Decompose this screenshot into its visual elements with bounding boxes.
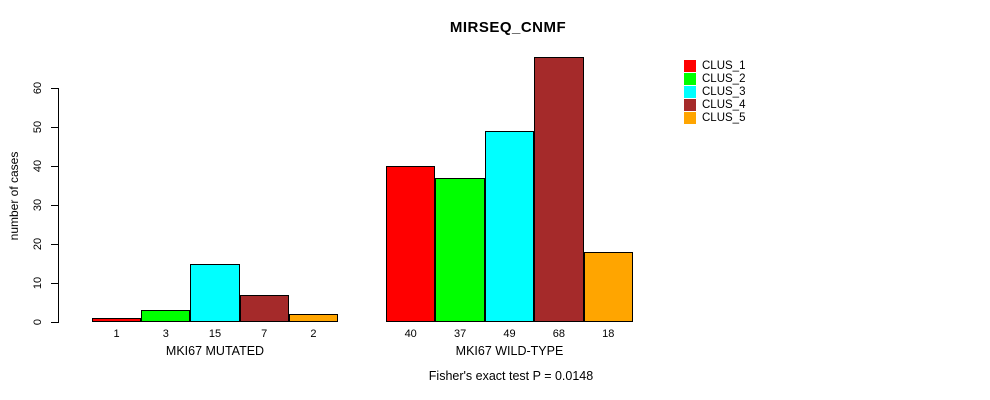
y-axis-tick [51,283,58,284]
bar-value-label: 7 [261,328,268,340]
legend-swatch-clus-5 [684,112,696,125]
bar-clus_2-group1 [141,310,191,322]
bar-clus_5-group1 [288,314,338,322]
legend-item-clus-4: CLUS_4 [684,99,745,112]
y-axis-tick [51,205,58,206]
legend-label-clus-2: CLUS_2 [702,72,746,85]
x-group-label-mutated: MKI67 MUTATED [165,344,265,358]
bar-value-label: 3 [162,328,169,340]
legend-item-clus-1: CLUS_1 [684,59,745,72]
y-axis-tick [51,322,58,323]
bar-value-label: 40 [404,328,417,340]
legend: CLUS_1 CLUS_2 CLUS_3 CLUS_4 CLUS_5 [684,59,745,125]
legend-label-clus-4: CLUS_4 [702,99,746,112]
legend-swatch-clus-4 [684,99,696,112]
y-axis-tick-label: 50 [32,120,44,134]
y-axis-line [58,88,59,323]
legend-label-clus-5: CLUS_5 [702,112,746,125]
bar-clus_3-group1 [190,263,240,322]
bar-value-label: 1 [113,328,120,340]
bar-value-label: 49 [503,328,516,340]
bar-clus_3-group2 [484,130,535,322]
y-axis-label: number of cases [7,151,21,241]
legend-label-clus-3: CLUS_3 [702,85,746,98]
bar-value-label: 68 [552,328,565,340]
bar-clus_4-group2 [534,56,584,322]
x-group-label-wild-type: MKI67 WILD-TYPE [455,344,564,358]
legend-label-clus-1: CLUS_1 [702,59,746,72]
y-axis-tick-label: 20 [32,237,44,251]
y-axis-tick [51,166,58,167]
bar-clus_4-group1 [239,294,289,322]
y-axis-tick-label: 60 [32,81,44,95]
bar-clus_5-group2 [583,251,633,322]
bar-value-label: 2 [310,328,317,340]
y-axis-tick [51,244,58,245]
bar-value-label: 15 [208,328,222,340]
legend-swatch-clus-1 [684,59,696,72]
bar-clus_1-group1 [92,318,142,322]
legend-item-clus-2: CLUS_2 [684,72,745,85]
y-axis-tick [51,88,58,89]
y-axis-tick-label: 10 [32,276,44,290]
chart-title: MIRSEQ_CNMF [449,19,567,36]
fisher-test-caption: Fisher's exact test P = 0.0148 [428,369,594,383]
legend-swatch-clus-3 [684,85,696,98]
bar-value-label: 37 [453,328,467,340]
legend-item-clus-5: CLUS_5 [684,112,745,125]
y-axis-tick [51,127,58,128]
y-axis-tick-label: 0 [32,318,44,326]
legend-swatch-clus-2 [684,72,696,85]
bar-clus_1-group2 [386,166,436,322]
bar-clus_2-group2 [435,177,485,322]
y-axis-tick-label: 30 [32,198,44,212]
y-axis-tick-label: 40 [32,159,44,173]
legend-item-clus-3: CLUS_3 [684,85,745,98]
bar-value-label: 18 [602,328,615,340]
